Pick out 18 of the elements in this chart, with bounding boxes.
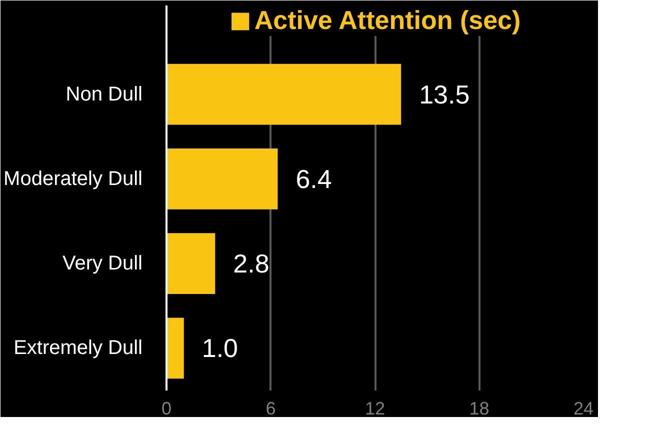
y-tick-label: Non Dull xyxy=(66,83,143,106)
x-tick-label: 6 xyxy=(266,398,276,418)
bar xyxy=(166,148,278,210)
data-label: 13.5 xyxy=(419,79,470,110)
legend-label: Active Attention (sec) xyxy=(254,5,521,36)
data-label: 1.0 xyxy=(202,333,238,364)
data-label: 6.4 xyxy=(296,164,332,194)
bar xyxy=(166,318,184,379)
x-tick-label: 18 xyxy=(469,398,490,418)
y-tick-label: Moderately Dull xyxy=(4,168,143,190)
x-tick-label: 24 xyxy=(573,398,594,418)
bar xyxy=(166,64,402,125)
y-tick-label: Very Dull xyxy=(62,252,142,275)
x-tick-label: 0 xyxy=(161,398,172,418)
bar xyxy=(166,233,216,294)
y-tick-label: Extremely Dull xyxy=(14,337,143,360)
data-label: 2.8 xyxy=(233,248,270,279)
x-tick-label: 12 xyxy=(364,398,386,418)
